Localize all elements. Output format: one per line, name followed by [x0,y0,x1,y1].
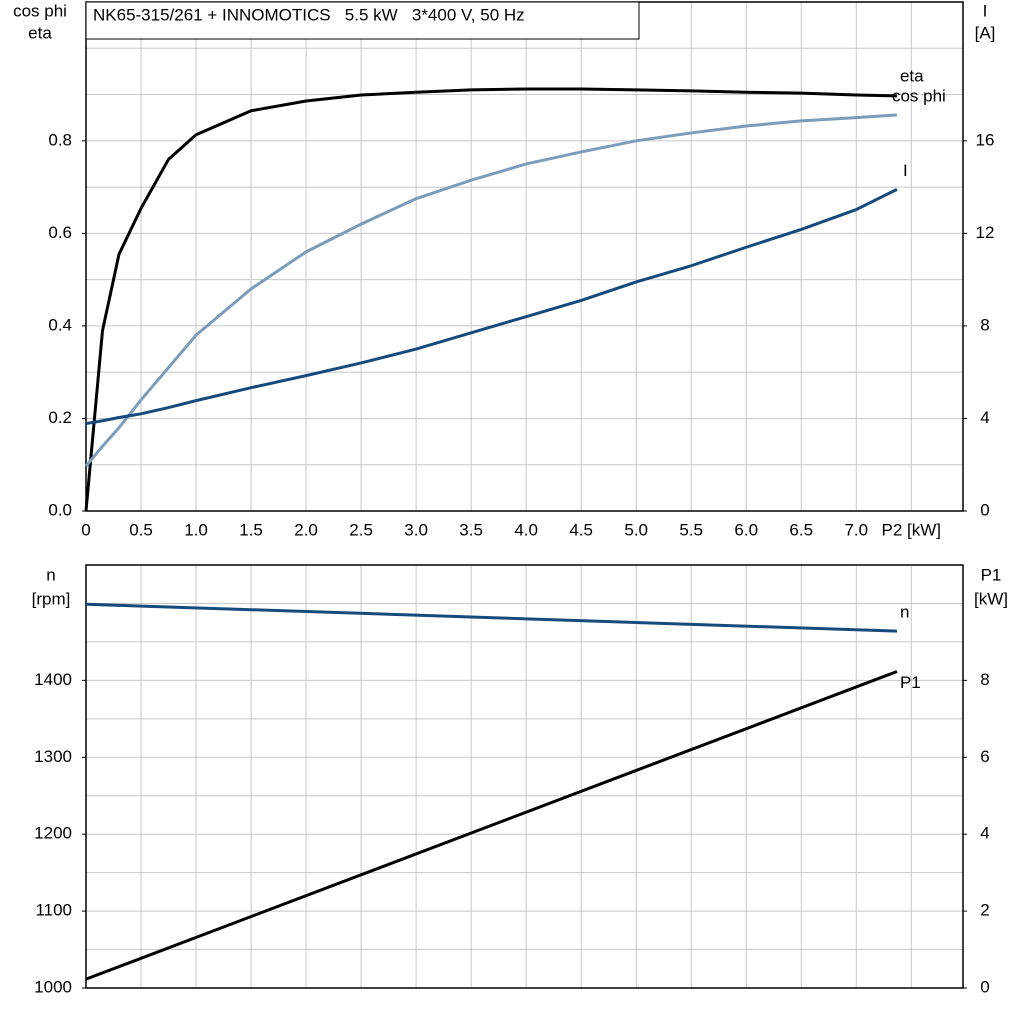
y-tick-label: 1000 [34,977,72,996]
title-box [85,1,640,40]
series-label: I [903,161,908,180]
y-axis-label: cos phi [13,1,67,20]
series-label: n [900,603,909,622]
y-tick-label: 0.4 [48,315,72,334]
series-line [84,113,898,468]
x-tick-label: 1.0 [184,520,208,539]
x-tick-label: 1.5 [239,520,263,539]
plot-frame [85,564,964,989]
series-line [84,87,898,512]
x-tick-label: 3.5 [459,520,483,539]
y2-tick-label: 12 [976,223,995,242]
x-tick-label: P2 [kW] [882,520,942,539]
y2-axis-label: [kW] [974,589,1008,608]
x-tick-label: 6.5 [789,520,813,539]
series-label: P1 [900,673,921,692]
y2-axis-label: I [983,1,988,20]
chart-title: NK65-315/261 + INNOMOTICS 5.5 kW 3*400 V… [93,5,525,24]
x-tick-label: 4.5 [569,520,593,539]
y2-tick-label: 0 [980,977,989,996]
plot-area [86,565,963,988]
y2-tick-label: 0 [980,500,989,519]
y2-tick-label: 16 [976,130,995,149]
y-axis-label: [rpm] [32,589,71,608]
x-tick-label: 5.0 [624,520,648,539]
y-axis-label: n [46,565,55,584]
x-tick-label: 2.5 [349,520,373,539]
y-tick-label: 0.8 [48,130,72,149]
series-line [85,602,898,633]
x-tick-label: 6.0 [734,520,758,539]
series-label: cos phi [892,86,946,105]
y2-tick-label: 4 [980,824,989,843]
y2-tick-label: 2 [980,901,989,920]
y2-tick-label: 4 [980,408,989,427]
x-tick-label: 4.0 [514,520,538,539]
series-label: eta [900,66,924,85]
series-line [85,188,898,426]
y-tick-label: 0.2 [48,408,72,427]
y-axis-label: eta [28,23,52,42]
y2-tick-label: 8 [980,315,989,334]
y-tick-label: 1400 [34,670,72,689]
y2-tick-label: 6 [980,747,989,766]
x-tick-label: 0 [81,520,90,539]
y-tick-label: 1100 [35,901,72,920]
x-tick-label: 2.0 [294,520,318,539]
y2-axis-label: [A] [975,23,996,42]
y-tick-label: 0.0 [48,500,72,519]
series-line [85,670,898,981]
x-tick-label: 7.0 [844,520,868,539]
y-tick-label: 1300 [34,747,72,766]
x-tick-label: 3.0 [404,520,428,539]
y2-axis-label: P1 [981,565,1002,584]
y2-tick-label: 8 [980,670,989,689]
plot-area [86,2,963,511]
x-tick-label: 5.5 [679,520,703,539]
y-tick-label: 1200 [34,824,72,843]
x-tick-label: 0.5 [129,520,153,539]
y-tick-label: 0.6 [48,223,72,242]
